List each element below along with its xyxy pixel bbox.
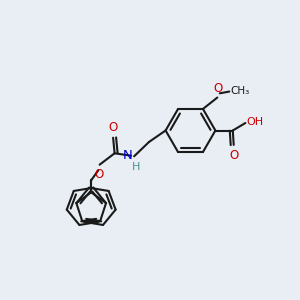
Text: CH₃: CH₃ xyxy=(231,86,250,96)
Text: O: O xyxy=(94,168,103,181)
Text: O: O xyxy=(229,148,238,161)
Text: N: N xyxy=(123,149,133,162)
Text: H: H xyxy=(132,162,141,172)
Text: O: O xyxy=(214,82,223,95)
Text: OH: OH xyxy=(247,117,264,127)
Text: O: O xyxy=(109,121,118,134)
